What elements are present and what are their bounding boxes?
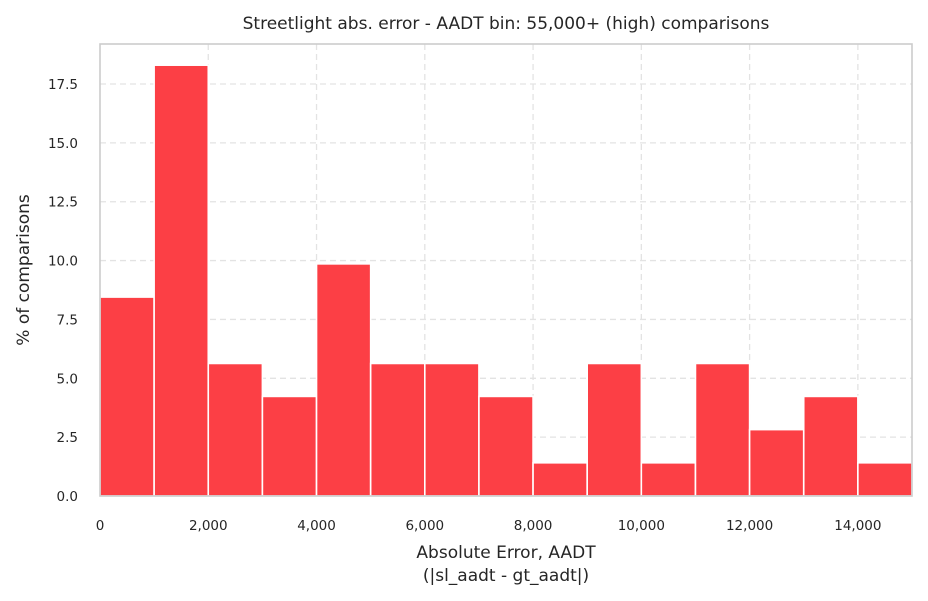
- y-tick-label: 12.5: [48, 195, 78, 211]
- histogram-bar: [857, 462, 913, 497]
- x-tick-label: 12,000: [726, 518, 773, 534]
- histogram-bar: [261, 395, 318, 497]
- histogram-bar: [99, 296, 155, 497]
- y-tick-label: 17.5: [48, 77, 78, 93]
- histogram-bar: [802, 395, 859, 497]
- histogram-bar: [586, 362, 643, 497]
- bars: [99, 64, 913, 497]
- plot-frame: [99, 43, 913, 497]
- chart-title: Streetlight abs. error - AADT bin: 55,00…: [243, 14, 770, 34]
- x-tick-label: 10,000: [618, 518, 665, 534]
- x-axis-label-line-1: Absolute Error, AADT: [416, 543, 596, 563]
- histogram-bar: [207, 362, 264, 497]
- histogram-bar: [423, 362, 480, 497]
- y-tick-label: 2.5: [57, 430, 78, 446]
- y-tick-label: 7.5: [57, 312, 78, 328]
- x-tick-label: 6,000: [405, 518, 444, 534]
- x-tick-label: 14,000: [834, 518, 881, 534]
- histogram-bar: [369, 362, 426, 497]
- histogram-bar: [694, 362, 751, 497]
- y-tick-label: 0.0: [57, 489, 78, 505]
- x-tick-label: 8,000: [514, 518, 553, 534]
- histogram-bar: [532, 462, 588, 497]
- y-tick-label: 10.0: [48, 254, 78, 270]
- y-tick-label: 5.0: [57, 371, 78, 387]
- histogram-bar: [748, 428, 805, 497]
- y-axis-label: % of comparisons: [14, 194, 34, 346]
- x-tick-label: 4,000: [297, 518, 336, 534]
- x-axis-ticks: 0 2,000 4,000 6,000 8,000 10,000 12,000 14,000: [96, 518, 882, 534]
- y-axis-ticks: 0.0 2.5 5.0 7.5 10.0 12.5 15.0 17.5: [48, 77, 78, 505]
- y-tick-label: 15.0: [48, 136, 78, 152]
- histogram-bar: [478, 395, 534, 497]
- x-tick-label: 0: [96, 518, 105, 534]
- x-axis-label-line-2: (|sl_aadt - gt_aadt|): [423, 566, 589, 586]
- x-tick-label: 2,000: [189, 518, 228, 534]
- histogram-bar: [640, 462, 697, 497]
- histogram-bar: [315, 263, 372, 497]
- histogram-bar: [153, 64, 210, 497]
